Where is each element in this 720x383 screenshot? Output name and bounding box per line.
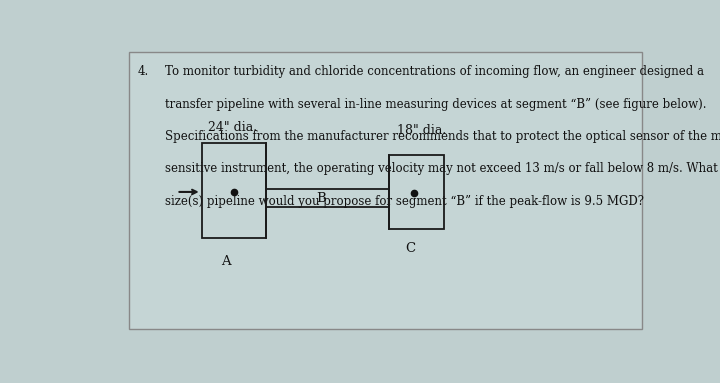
Text: sensitive instrument, the operating velocity may not exceed 13 m/s or fall below: sensitive instrument, the operating velo…	[166, 162, 718, 175]
Bar	[266, 189, 389, 207]
Text: B: B	[317, 192, 326, 205]
Text: Specifications from the manufacturer recommends that to protect the optical sens: Specifications from the manufacturer rec…	[166, 130, 720, 143]
Text: A: A	[221, 255, 230, 268]
Text: To monitor turbidity and chloride concentrations of incoming flow, an engineer d: To monitor turbidity and chloride concen…	[166, 65, 704, 78]
Bar	[202, 143, 266, 237]
Bar	[389, 155, 444, 229]
Text: 4.: 4.	[138, 65, 149, 78]
Text: 24" dia.: 24" dia.	[208, 121, 257, 134]
Text: size(s) pipeline would you propose for segment “B” if the peak-flow is 9.5 MGD?: size(s) pipeline would you propose for s…	[166, 195, 644, 208]
Text: transfer pipeline with several in-line measuring devices at segment “B” (see fig: transfer pipeline with several in-line m…	[166, 98, 707, 111]
Text: C: C	[405, 242, 415, 255]
Text: 18" dia.: 18" dia.	[397, 124, 446, 137]
